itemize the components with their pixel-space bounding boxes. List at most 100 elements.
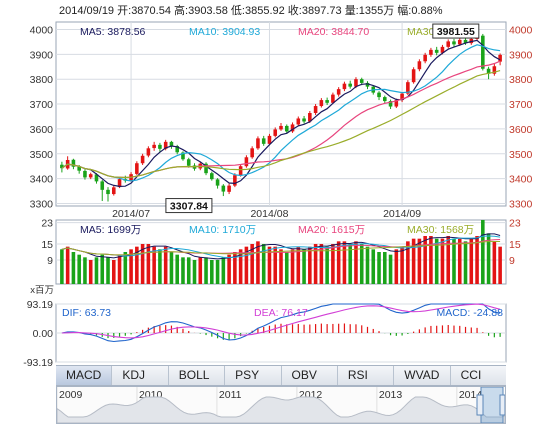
volume-ma30-line bbox=[61, 241, 501, 256]
price-ma10-line bbox=[61, 44, 501, 182]
candle-body bbox=[463, 39, 468, 44]
candle-body bbox=[135, 163, 139, 174]
volume-bar bbox=[342, 241, 347, 284]
volume-bar bbox=[175, 254, 179, 284]
volume-bar bbox=[198, 257, 203, 284]
volume-bar bbox=[440, 238, 445, 284]
price-tick-left: 3700 bbox=[30, 99, 54, 111]
volume-legend-0: MA5: 1699万 bbox=[80, 224, 141, 236]
volume-bar bbox=[158, 249, 162, 284]
candle-body bbox=[152, 144, 156, 149]
candle-body bbox=[163, 141, 168, 149]
tab-rsi[interactable]: RSI bbox=[338, 366, 395, 385]
candle-body bbox=[394, 100, 399, 107]
price-tick-left: 3500 bbox=[30, 149, 54, 161]
candle-body bbox=[77, 166, 81, 171]
volume-tick-right: 9 bbox=[509, 255, 515, 267]
macd-panel[interactable]: -93.19 0.00 93.19 DIF: 63.73 DEA: 76.17 MACD:… bbox=[23, 299, 507, 369]
price-annotation-box bbox=[165, 198, 213, 214]
candle-body bbox=[233, 175, 237, 186]
candle-body bbox=[434, 49, 439, 53]
volume-bar bbox=[359, 244, 364, 284]
overview-area bbox=[57, 396, 505, 423]
candle-body bbox=[319, 100, 324, 107]
volume-tick-right: 15 bbox=[509, 239, 521, 251]
volume-bar bbox=[481, 220, 485, 284]
volume-bar bbox=[77, 254, 81, 284]
volume-tick-left: 9 bbox=[47, 255, 53, 267]
volume-bar bbox=[365, 246, 370, 284]
candle-body bbox=[423, 54, 427, 62]
volume-bar bbox=[313, 244, 318, 284]
price-tick-left: 3300 bbox=[30, 199, 54, 211]
tab-cci[interactable]: CCI bbox=[460, 368, 482, 382]
volume-bar bbox=[400, 246, 404, 284]
volume-bar bbox=[290, 249, 295, 284]
candle-body bbox=[83, 170, 87, 178]
ohlc-header: 2014/09/19 开:3870.54 高:3903.58 低:3855.92… bbox=[59, 3, 443, 17]
header-close: 3897.73 bbox=[302, 5, 345, 17]
volume-bar bbox=[152, 246, 156, 284]
tab-psy[interactable]: PSY bbox=[225, 366, 282, 385]
overview-navigator[interactable]: 2009 2010 2011 2012 2013 2014 bbox=[56, 386, 506, 424]
header-open: 3870.54 bbox=[131, 5, 174, 17]
volume-bar bbox=[256, 241, 260, 284]
price-ma30-line bbox=[61, 70, 501, 179]
volume-bar bbox=[163, 246, 168, 284]
volume-bar bbox=[336, 241, 341, 284]
macd-dea-readout: DEA: 76.17 bbox=[254, 307, 308, 319]
price-tick-right: 3700 bbox=[509, 99, 533, 111]
candle-body bbox=[106, 189, 110, 195]
volume-bar bbox=[446, 236, 451, 284]
candle-body bbox=[71, 159, 76, 167]
candle-body bbox=[377, 92, 381, 98]
header-change: 0.88% bbox=[411, 5, 442, 17]
volume-bar bbox=[221, 257, 226, 284]
tab-boll[interactable]: BOLL bbox=[169, 366, 226, 385]
candle-body bbox=[302, 118, 306, 122]
candle-body bbox=[400, 93, 404, 101]
tab-kdj[interactable]: KDJ bbox=[112, 366, 169, 385]
volume-panel[interactable]: 9 9 15 15 23 23 x百万 MA5: 1699万 MA10: 1710万 MA20: … bbox=[30, 218, 521, 296]
candle-body bbox=[492, 66, 497, 74]
candle-body bbox=[250, 148, 254, 158]
volume-bar bbox=[273, 246, 278, 284]
header-high-label: 高: bbox=[174, 3, 188, 17]
candle-body bbox=[273, 129, 278, 136]
candle-body bbox=[100, 181, 105, 190]
candle-body bbox=[169, 141, 174, 147]
volume-tick-right: 23 bbox=[509, 218, 521, 230]
header-volume-label: 量: bbox=[345, 4, 359, 17]
tab-wvad[interactable]: WVAD bbox=[394, 366, 451, 385]
volume-bar bbox=[452, 238, 456, 284]
volume-tick-left: 15 bbox=[41, 239, 53, 251]
date-tick-label: 2014/09 bbox=[383, 208, 421, 220]
volume-bar bbox=[135, 246, 139, 284]
candle-body bbox=[88, 174, 93, 178]
candle-body bbox=[411, 69, 416, 83]
tab-macd[interactable]: MACD bbox=[56, 366, 113, 385]
candle-body bbox=[256, 138, 260, 149]
volume-bar bbox=[325, 246, 329, 284]
volume-bar bbox=[65, 246, 70, 284]
indicator-tabs: MACD KDJ BOLL PSY OBV RSI WVAD CCI bbox=[56, 365, 506, 386]
tab-obv[interactable]: OBV bbox=[282, 366, 338, 385]
overview-chart[interactable]: 2009 2010 2011 2012 2013 2014 bbox=[57, 387, 505, 423]
volume-bar bbox=[406, 241, 410, 284]
volume-bar bbox=[394, 249, 399, 284]
price-tick-right: 3300 bbox=[509, 199, 533, 211]
candle-body bbox=[440, 46, 445, 53]
volume-bar bbox=[354, 241, 358, 284]
price-ma5-line bbox=[61, 39, 501, 188]
volume-bar bbox=[210, 260, 214, 284]
volume-bar bbox=[94, 257, 99, 284]
volume-bar bbox=[106, 257, 110, 284]
volume-unit: x百万 bbox=[30, 285, 54, 296]
volume-tick-left: 23 bbox=[41, 218, 53, 230]
volume-bar bbox=[411, 238, 416, 284]
volume-bar bbox=[192, 260, 197, 284]
header-high: 3903.58 bbox=[188, 5, 231, 17]
candle-body bbox=[284, 125, 289, 132]
price-panel[interactable]: 3300 3300 3400 3400 3500 3500 3600 3600 3700 3700… bbox=[30, 21, 533, 220]
volume-bar bbox=[123, 252, 128, 284]
